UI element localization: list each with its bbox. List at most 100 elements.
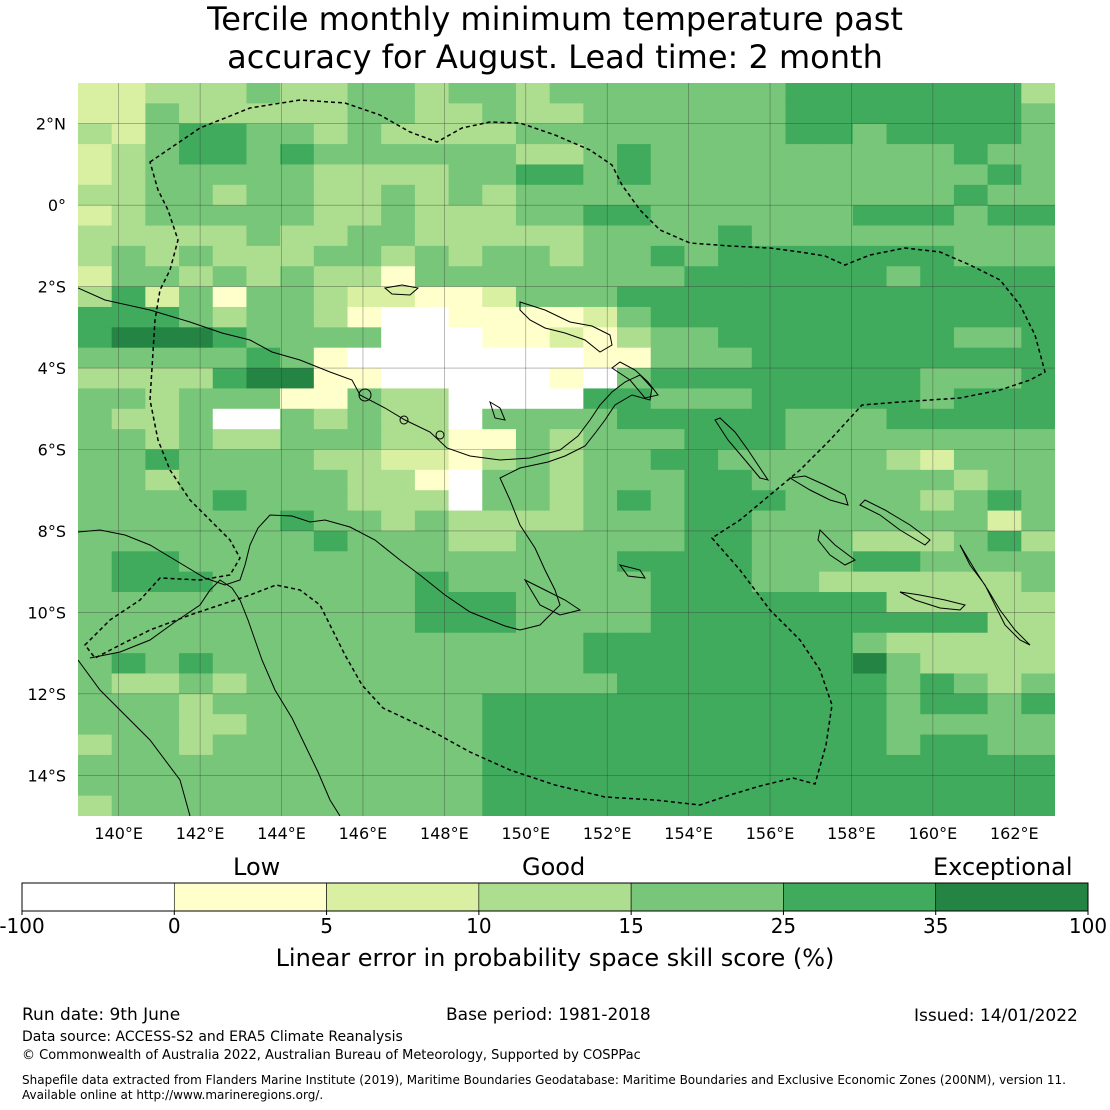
grid-cell — [414, 693, 450, 715]
longitude-label: 160°E — [909, 824, 958, 843]
grid-cell — [482, 245, 517, 267]
grid-cell — [347, 632, 382, 654]
grid-cell — [583, 266, 618, 288]
colorbar-tick-label: 100 — [1069, 914, 1107, 938]
grid-cell — [212, 795, 248, 816]
colorbar — [21, 882, 1089, 912]
grid-cell — [414, 795, 450, 816]
category-low: Low — [233, 853, 281, 881]
grid-cell — [718, 408, 753, 430]
grid-cell — [246, 327, 281, 349]
colorbar-tick-label: 10 — [466, 914, 491, 938]
grid-cell — [212, 734, 248, 756]
grid-cell — [785, 571, 820, 593]
grid-cell — [482, 714, 517, 736]
grid-cell — [145, 347, 180, 369]
grid-cell — [920, 795, 955, 816]
grid-cell — [751, 103, 787, 125]
grid-cell — [179, 530, 214, 552]
grid-cell — [549, 83, 584, 104]
grid-cell — [650, 205, 686, 227]
grid-cell — [819, 225, 854, 247]
grid-cell — [819, 347, 854, 369]
grid-cell — [145, 510, 180, 532]
grid-cell — [819, 144, 854, 166]
grid-cell — [111, 775, 146, 797]
grid-cell — [347, 714, 382, 736]
grid-cell — [414, 225, 450, 247]
grid-cell — [280, 103, 315, 125]
grid-cell — [987, 83, 1022, 104]
grid-cell — [650, 388, 686, 410]
grid-cell — [381, 306, 416, 328]
grid-cell — [313, 653, 349, 675]
grid-cell — [482, 734, 517, 756]
grid-cell — [718, 673, 753, 695]
grid-cell — [246, 205, 281, 227]
grid-cell — [718, 632, 753, 654]
grid-cell — [617, 510, 652, 532]
grid-cell — [78, 306, 113, 328]
grid-cell — [414, 571, 450, 593]
grid-cell — [347, 408, 382, 430]
grid-cell — [785, 510, 820, 532]
grid-cell — [482, 592, 517, 613]
grid-cell — [280, 347, 315, 369]
grid-cell — [448, 510, 483, 532]
grid-cell — [448, 205, 483, 227]
grid-cell — [482, 327, 517, 349]
grid-cell — [684, 592, 719, 613]
grid-cell — [347, 673, 382, 695]
grid-cell — [718, 368, 753, 390]
grid-cell — [515, 571, 551, 593]
grid-cell — [78, 510, 113, 532]
grid-cell — [111, 612, 146, 634]
grid-cell — [987, 164, 1022, 186]
map-canvas: 2°N 0° 2°S 4°S 6°S 8°S 10°S 12°S 14°S 140°E 142°E… — [0, 83, 1107, 938]
grid-cell — [617, 429, 652, 451]
grid-cell — [212, 490, 248, 512]
grid-cell — [313, 164, 349, 186]
grid-cell — [684, 632, 719, 654]
grid-cell — [347, 144, 382, 166]
grid-cell — [515, 225, 551, 247]
grid-cell — [684, 754, 719, 776]
grid-cell — [852, 530, 888, 552]
grid-cell — [179, 347, 214, 369]
grid-cell — [987, 632, 1022, 654]
grid-cell — [920, 306, 955, 328]
grid-cell — [852, 693, 888, 715]
grid-cell — [246, 245, 281, 267]
grid-cell — [448, 184, 483, 206]
grid-cell — [246, 164, 281, 186]
grid-cell — [78, 693, 113, 715]
grid-cell — [515, 83, 551, 104]
grid-cell — [549, 103, 584, 125]
grid-cell — [987, 571, 1022, 593]
grid-cell — [246, 510, 281, 532]
grid-cell — [718, 184, 753, 206]
manus-coastline — [383, 284, 420, 296]
grid-cell — [145, 327, 180, 349]
grid-cell — [987, 266, 1022, 288]
grid-cell — [280, 83, 315, 104]
grid-cell — [482, 775, 517, 797]
grid-cell — [920, 266, 955, 288]
grid-cell — [549, 510, 584, 532]
grid-cell — [381, 795, 416, 816]
grid-cell — [347, 225, 382, 247]
grid-cell — [111, 653, 146, 675]
grid-cell — [414, 429, 450, 451]
grid-cell — [280, 510, 315, 532]
grid-cell — [111, 673, 146, 695]
grid-cell — [78, 551, 113, 573]
grid-cell — [313, 775, 349, 797]
grid-cell — [145, 286, 180, 308]
grid-cell — [280, 408, 315, 430]
grid-cell — [246, 347, 281, 369]
grid-cell — [414, 184, 450, 206]
grid-cell — [179, 164, 214, 186]
grid-cell — [987, 653, 1022, 675]
grid-cell — [617, 83, 652, 104]
grid-cell — [246, 714, 281, 736]
